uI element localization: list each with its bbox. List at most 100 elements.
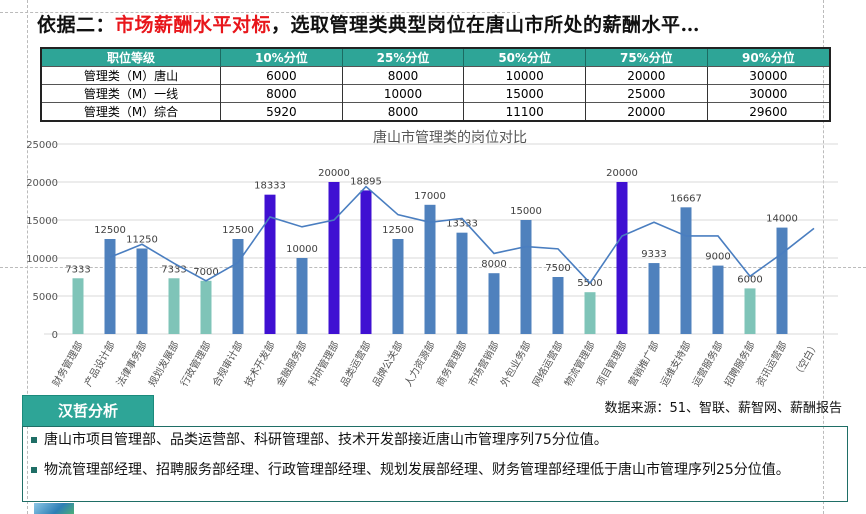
table-cell: 20000 [585,66,708,85]
data-label: 8000 [481,259,506,270]
y-tick-label: 10000 [26,254,58,265]
bar [72,278,84,334]
analysis-label: 汉哲分析 [22,395,154,427]
y-tick-label: 15000 [26,216,58,227]
title-prefix: 依据二： [37,14,116,36]
data-label: 10000 [286,244,318,255]
analysis-bullet: 物流管理部经理、招聘服务部经理、行政管理部经理、规划发展部经理、财务管理部经理低… [31,459,841,481]
x-tick-label: 运维支持部 [657,339,693,389]
x-tick-label: 行政管理部 [177,339,213,389]
x-tick-label: 技术开发部 [241,339,277,389]
table-cell: 8000 [342,66,465,85]
bar [488,273,500,334]
bullet-text: 物流管理部经理、招聘服务部经理、行政管理部经理、规划发展部经理、财务管理部经理低… [44,462,790,478]
data-label: 7000 [193,267,218,278]
data-label: 18895 [350,176,382,187]
title-suffix: ，选取管理类典型岗位在唐山市所处的薪酬水平… [271,14,701,36]
bar [456,232,468,334]
data-label: 7333 [161,264,186,275]
salary-percentile-table: 职位等级 10%分位 25%分位 50%分位 75%分位 90%分位 管理类（M… [40,47,831,122]
x-tick-label: 科研管理部 [305,339,341,389]
data-source: 数据来源：51、智联、薪智网、薪酬报告 [604,401,842,416]
slide-title: 依据二：市场薪酬水平对标，选取管理类典型岗位在唐山市所处的薪酬水平… [37,10,700,37]
bar [616,182,628,334]
data-label: 12500 [222,225,254,236]
analysis-bullet: 唐山市项目管理部、品类运营部、科研管理部、技术开发部接近唐山市管理序列75分位值… [31,429,841,451]
table-cell: 10000 [463,66,587,85]
data-label: 18333 [254,181,286,192]
bar [680,207,692,334]
data-label: 9333 [641,249,666,260]
bar [328,182,340,334]
x-tick-label: 市场营销部 [465,339,501,389]
table-header: 职位等级 [41,48,221,67]
table-cell: 11100 [463,102,587,121]
x-tick-label: 品类运营部 [337,339,373,389]
bar [520,220,532,334]
data-label: 16667 [670,193,702,204]
x-tick-label: 商务管理部 [433,339,469,389]
table-cell: 25000 [585,84,708,103]
x-tick-label: 资讯运营部 [753,339,789,389]
bullet-icon [31,467,37,473]
company-logo [34,503,74,514]
table-header: 90%分位 [707,48,831,67]
bar [392,239,404,334]
y-tick-label: 0 [52,330,58,341]
table-header: 75%分位 [585,48,708,67]
bar [424,204,436,334]
x-tick-label: 财务管理部 [49,339,85,389]
data-label: 20000 [318,168,350,179]
guide-line [27,0,28,514]
x-tick-label: 外包业务部 [497,339,533,389]
bar [712,265,724,334]
x-tick-label: 营销推广部 [625,339,661,389]
bar [168,278,180,334]
table-cell: 29600 [707,102,831,121]
table-row: 管理类（M）综合 5920 8000 11100 20000 29600 [41,102,831,121]
x-tick-label: 法律事务部 [113,339,149,389]
x-tick-label: 项目管理部 [593,339,629,389]
table-cell: 8000 [342,102,465,121]
table-cell: 管理类（M）综合 [41,102,221,121]
x-tick-label: 品牌公关部 [369,339,405,389]
table-cell: 20000 [585,102,708,121]
bar [360,190,372,334]
bar [136,248,148,334]
bar [584,292,596,334]
table-cell: 30000 [707,84,831,103]
x-tick-label: （空白） [790,339,821,380]
bar [648,263,660,334]
guide-line [0,12,520,13]
chart-title: 唐山市管理类的岗位对比 [373,129,527,146]
x-tick-label: 金融服务部 [273,339,309,389]
table-cell: 6000 [220,66,343,85]
table-header: 10%分位 [220,48,343,67]
table-cell: 15000 [463,84,587,103]
x-tick-label: 合规审计部 [209,339,245,389]
table-row: 管理类（M）唐山 6000 8000 10000 20000 30000 [41,66,831,85]
data-label: 13333 [446,219,478,230]
data-label: 20000 [606,168,638,179]
data-label: 12500 [382,225,414,236]
data-label: 17000 [414,191,446,202]
bar [104,239,116,334]
y-tick-label: 20000 [26,178,58,189]
x-tick-label: 规划发展部 [145,339,181,389]
data-label: 14000 [766,214,798,225]
position-comparison-chart: 唐山市管理类的岗位对比 0 5000 10000 15000 20000 25000 733… [26,129,838,389]
x-tick-label: 人力资源部 [401,339,437,389]
data-label: 15000 [510,206,542,217]
bar [264,194,276,334]
bar [296,258,308,334]
data-label: 7500 [545,263,570,274]
data-label: 6000 [737,274,762,285]
data-label: 11250 [126,235,158,246]
table-header: 25%分位 [342,48,465,67]
bar [232,239,244,334]
bullet-text: 唐山市项目管理部、品类运营部、科研管理部、技术开发部接近唐山市管理序列75分位值… [44,432,608,448]
analysis-box: 唐山市项目管理部、品类运营部、科研管理部、技术开发部接近唐山市管理序列75分位值… [22,426,848,502]
title-highlight: 市场薪酬水平对标 [115,14,272,36]
bar [552,277,564,334]
y-tick-label: 25000 [26,140,58,151]
